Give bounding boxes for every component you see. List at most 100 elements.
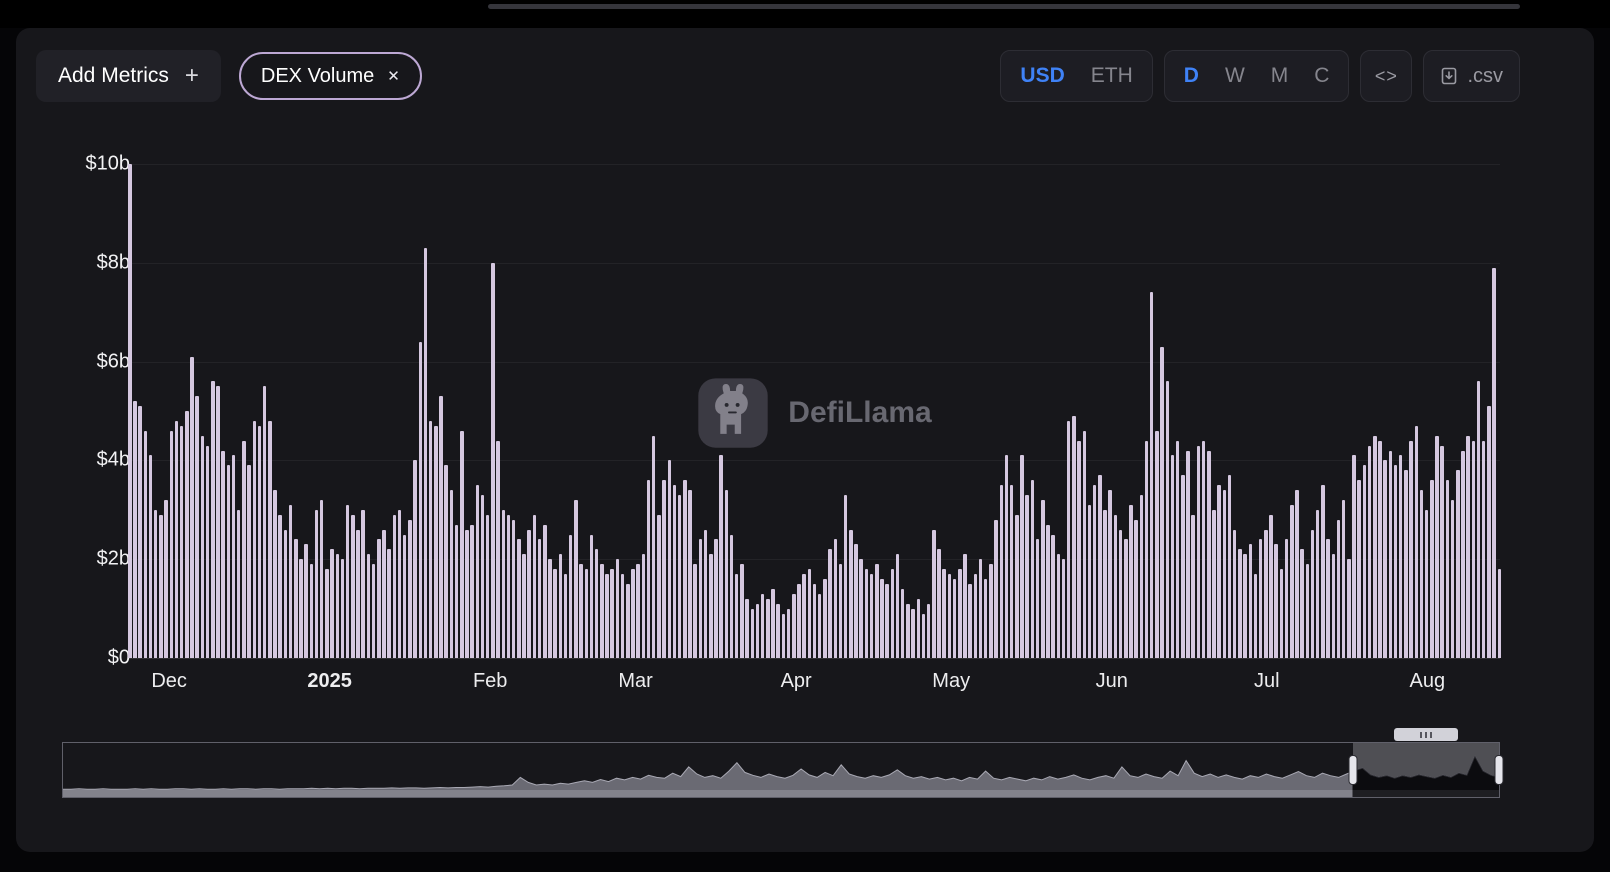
bar[interactable] [128, 164, 132, 658]
bar[interactable] [1310, 529, 1315, 658]
bar[interactable] [958, 569, 962, 658]
close-icon[interactable]: ✕ [387, 68, 400, 85]
bar[interactable] [1450, 499, 1455, 658]
bar[interactable] [615, 559, 620, 658]
bar[interactable] [890, 569, 895, 658]
bar[interactable] [1471, 440, 1476, 658]
bar[interactable] [812, 583, 817, 658]
bar[interactable] [807, 569, 812, 658]
bar[interactable] [947, 574, 952, 658]
bar[interactable] [314, 509, 319, 658]
bar[interactable] [1160, 346, 1164, 658]
bar[interactable] [1004, 455, 1009, 658]
bar[interactable] [1290, 504, 1294, 658]
bar[interactable] [817, 593, 822, 658]
bar[interactable] [1373, 435, 1377, 658]
bar[interactable] [1149, 292, 1154, 658]
brush-handle-right[interactable] [1494, 755, 1504, 785]
bar[interactable] [273, 490, 277, 658]
bar[interactable] [651, 435, 656, 658]
bar[interactable] [952, 578, 957, 658]
bar[interactable] [1476, 381, 1481, 658]
bar[interactable] [1269, 514, 1273, 658]
bar[interactable] [226, 465, 231, 658]
bar[interactable] [501, 509, 505, 658]
bar[interactable] [242, 440, 246, 658]
interval-option-monthly[interactable]: M [1270, 64, 1289, 87]
bar[interactable] [361, 509, 365, 658]
add-metrics-button[interactable]: Add Metrics + [36, 50, 221, 102]
bar[interactable] [1284, 539, 1289, 658]
bar[interactable] [729, 534, 734, 658]
bar[interactable] [869, 574, 874, 658]
bar[interactable] [1170, 455, 1175, 658]
bar[interactable] [1295, 490, 1299, 658]
bar[interactable] [418, 341, 422, 658]
bar[interactable] [257, 425, 262, 658]
bar[interactable] [174, 420, 179, 658]
bar[interactable] [1212, 509, 1216, 658]
bar[interactable] [428, 420, 433, 658]
bar[interactable] [537, 539, 542, 658]
bar[interactable] [299, 559, 303, 658]
bar[interactable] [345, 504, 350, 658]
horizontal-scrollbar[interactable] [488, 4, 1520, 9]
bar[interactable] [1108, 490, 1112, 658]
bar[interactable] [610, 569, 614, 658]
bar[interactable] [983, 578, 988, 658]
bar[interactable] [200, 435, 205, 658]
bar[interactable] [662, 480, 666, 658]
bar[interactable] [340, 559, 345, 658]
bar[interactable] [1113, 514, 1118, 658]
bar[interactable] [1347, 559, 1351, 658]
bar[interactable] [1305, 564, 1310, 658]
bar[interactable] [1430, 480, 1434, 658]
currency-option-eth[interactable]: ETH [1090, 64, 1133, 87]
brush-handle-left[interactable] [1348, 755, 1358, 785]
bar[interactable] [1367, 445, 1372, 658]
bar[interactable] [1279, 569, 1284, 658]
bar[interactable] [900, 588, 905, 658]
bar[interactable] [760, 593, 765, 658]
bar[interactable] [880, 578, 884, 658]
bar[interactable] [1315, 509, 1320, 658]
bar[interactable] [1175, 440, 1180, 658]
bar[interactable] [932, 529, 936, 658]
bar[interactable] [1118, 529, 1123, 658]
bar[interactable] [875, 564, 879, 658]
bar[interactable] [989, 564, 993, 658]
bar[interactable] [594, 549, 599, 658]
bar[interactable] [921, 613, 926, 658]
bar[interactable] [1092, 485, 1097, 658]
bar[interactable] [776, 603, 780, 658]
bar[interactable] [1129, 504, 1133, 658]
bar[interactable] [1466, 435, 1470, 658]
bar[interactable] [771, 588, 775, 658]
bar[interactable] [906, 603, 910, 658]
bar[interactable] [216, 386, 220, 658]
bar[interactable] [1165, 381, 1169, 658]
bar[interactable] [563, 574, 568, 658]
bar[interactable] [828, 549, 832, 658]
bar[interactable] [1056, 554, 1061, 658]
bar[interactable] [1264, 529, 1268, 658]
bar[interactable] [1191, 514, 1195, 658]
bar[interactable] [205, 445, 210, 658]
bar[interactable] [262, 386, 267, 658]
bar[interactable] [1139, 494, 1144, 658]
bar[interactable] [1258, 539, 1263, 658]
bar[interactable] [454, 524, 459, 658]
bar[interactable] [1217, 485, 1221, 658]
bar[interactable] [683, 480, 687, 658]
bar[interactable] [1414, 425, 1418, 658]
bar[interactable] [620, 574, 625, 658]
bar[interactable] [703, 529, 708, 658]
bar[interactable] [392, 514, 397, 658]
bar[interactable] [937, 549, 941, 658]
bar[interactable] [434, 425, 438, 658]
bar[interactable] [506, 514, 511, 658]
bar[interactable] [252, 420, 256, 658]
bar[interactable] [1087, 504, 1092, 658]
bar[interactable] [646, 480, 651, 658]
bar[interactable] [626, 583, 630, 658]
